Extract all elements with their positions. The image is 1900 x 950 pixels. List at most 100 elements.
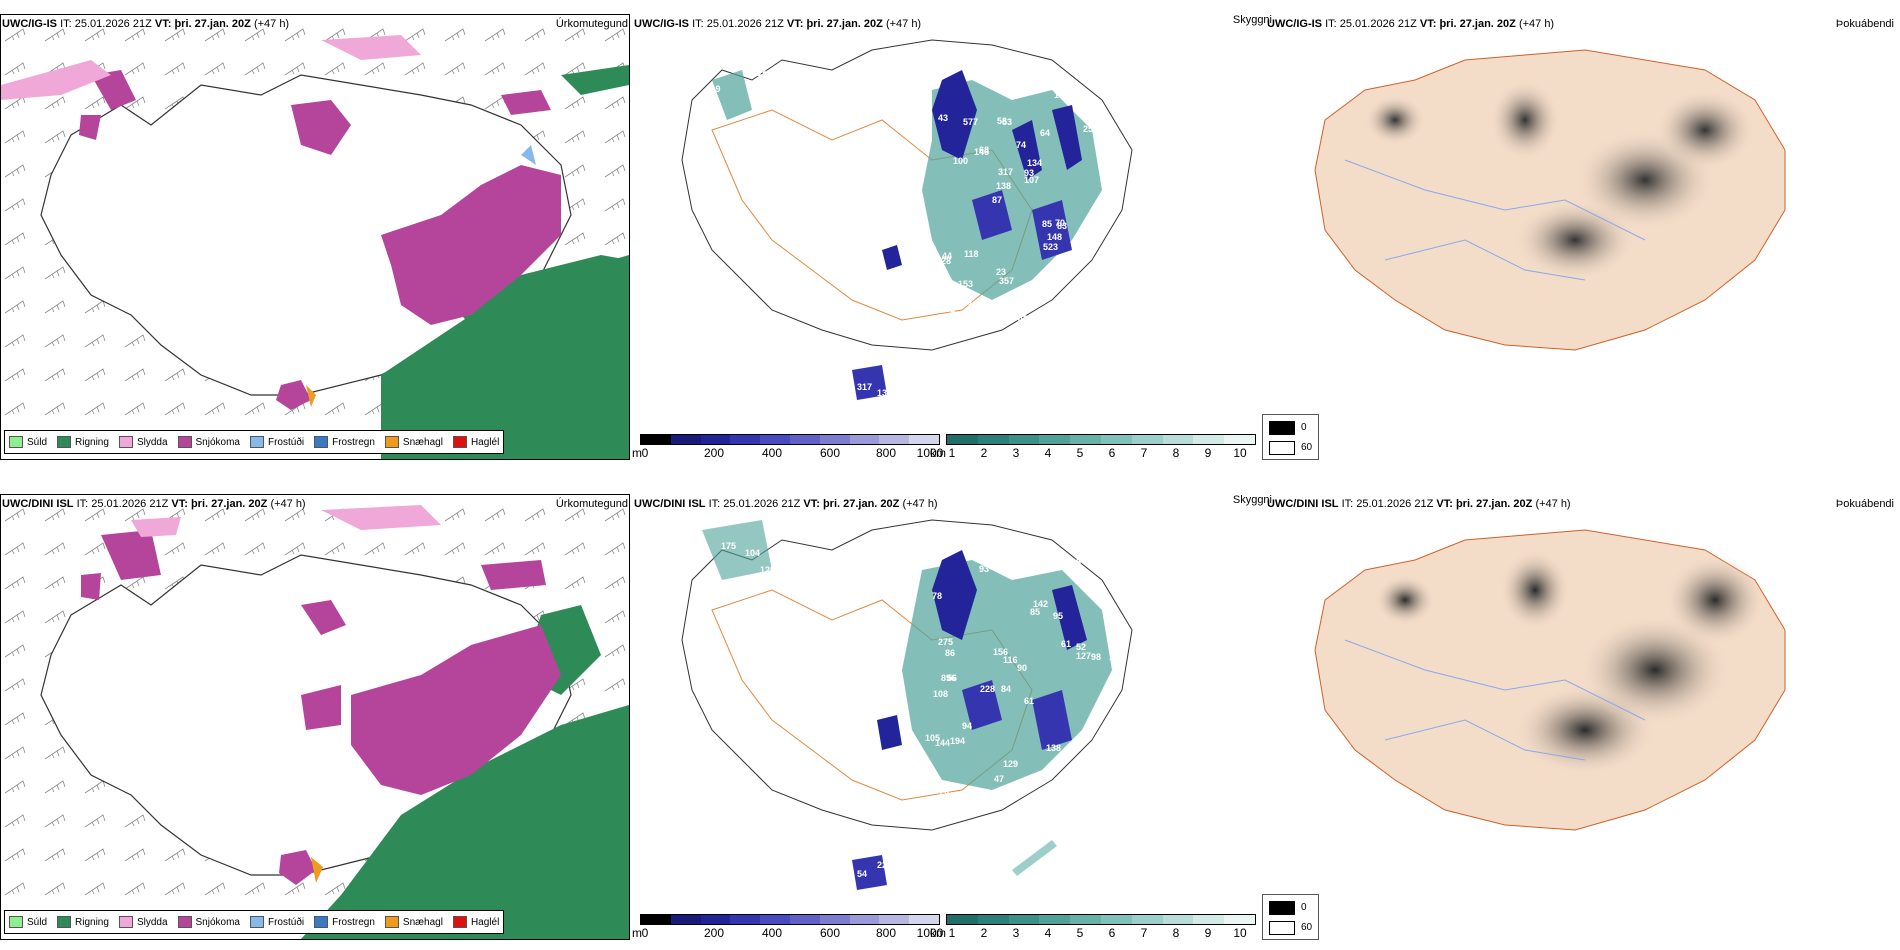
lead-time: (+47 h) — [270, 498, 306, 510]
cloud-base-labels: 26 119 63 87 64 61 58 74 44 68 108 153 53 134 83 43 19 82… — [632, 10, 1262, 420]
row-dini-isl: UWC/DINI ISL IT: 25.01.2026 21Z VT: þri.… — [0, 490, 1900, 940]
cloud-base-label: 58 — [997, 116, 1008, 126]
legend-item: Snæhagl — [384, 916, 443, 928]
bar-segment — [1162, 435, 1194, 444]
cloud-base-label: 127 — [1076, 651, 1092, 661]
it-label: IT: — [60, 18, 72, 30]
cloud-base-label: 78 — [1104, 147, 1115, 157]
legend-label: Snæhagl — [402, 916, 443, 928]
cloud-base-label: 91 — [963, 297, 974, 307]
panel-header: UWC/IG-IS IT: 25.01.2026 21Z VT: þri. 27… — [1267, 18, 1554, 30]
panel-title: Þokuábendi — [1835, 498, 1894, 510]
cloud-base-label: 161 — [1109, 652, 1125, 662]
model-name: UWC/IG-IS — [634, 18, 689, 30]
ceiling-colorbar: m 0 200 400 600 800 1000 — [632, 914, 943, 940]
bar-segment — [819, 435, 850, 444]
bar-segment — [819, 915, 850, 924]
panel-title: Skyggni — [1232, 14, 1272, 26]
cloud-base-label: 108 — [933, 689, 949, 699]
legend-label: Frostúði — [267, 916, 305, 928]
cloud-base-label: 26 — [755, 115, 766, 125]
swatch — [249, 436, 264, 448]
fog-legend-light-swatch — [1269, 441, 1295, 455]
swatch — [314, 916, 329, 928]
tick-label: 5 — [1076, 446, 1084, 460]
it-label: IT: — [692, 18, 704, 30]
precip-type-panel: UWC/IG-IS IT: 25.01.2026 21Z VT: þri. 27… — [0, 10, 630, 460]
bar-segment — [1193, 435, 1225, 444]
cloud-base-label: 87 — [992, 195, 1003, 205]
cloud-base-label: 115 — [929, 305, 944, 315]
tick-label: 8 — [1172, 446, 1180, 460]
tick-label: 7 — [1140, 926, 1148, 940]
tick-label: 4 — [1044, 926, 1052, 940]
ceiling-colorbar: m 0 200 400 600 800 1000 — [632, 434, 943, 460]
visibility-colorbar: km 1 2 3 4 5 6 7 8 9 10 — [930, 914, 1256, 940]
panel-header: UWC/IG-IS IT: 25.01.2026 21Z VT: þri. 27… — [2, 18, 289, 30]
tick-label: 6 — [1108, 446, 1116, 460]
cloud-base-label: 61 — [1061, 639, 1072, 649]
bar-segment — [1008, 915, 1040, 924]
bar-segment — [700, 915, 731, 924]
cloud-base-label: 100 — [1054, 90, 1070, 100]
visibility-ticks: km 1 2 3 4 5 6 7 8 9 10 — [930, 925, 1256, 940]
tick-label: 10 — [1233, 446, 1247, 460]
precip-legend: Súld Rigning Slydda Snjókoma Frostúði Fr… — [4, 430, 505, 454]
cloud-base-label: 130 — [1094, 139, 1110, 149]
lead-time: (+47 h) — [902, 498, 938, 510]
cloud-base-label: 228 — [877, 860, 893, 870]
bar-segment — [730, 915, 761, 924]
panel-title: Þokuábendi — [1835, 18, 1894, 30]
swatch — [118, 916, 133, 928]
ceiling-bar — [640, 914, 940, 925]
cloud-base-label: 118 — [964, 249, 979, 259]
bar-segment — [947, 915, 978, 924]
it-value: 25.01.2026 21Z — [723, 498, 801, 510]
visibility-unit: km — [930, 926, 946, 940]
precip-map-frame — [0, 494, 630, 940]
cloud-base-label: 63 — [756, 68, 767, 78]
legend-item: Snjókoma — [177, 436, 240, 448]
tick-label: 9 — [1204, 446, 1212, 460]
tick-label: 6 — [1108, 926, 1116, 940]
vt-value: þri. 27.jan. 20Z — [1455, 498, 1533, 510]
bar-segment — [849, 435, 880, 444]
bar-segment — [1008, 435, 1040, 444]
swatch — [9, 916, 23, 928]
swatch — [314, 436, 329, 448]
fog-legend-dark-swatch — [1269, 901, 1295, 915]
legend-item: Snæhagl — [384, 436, 443, 448]
bar-segment — [879, 915, 910, 924]
cloud-base-label: 577 — [963, 117, 979, 127]
legend-item: Haglél — [452, 436, 499, 448]
vt-value: þri. 27.jan. 20Z — [174, 18, 251, 30]
legend-label: Snæhagl — [402, 436, 443, 448]
cloud-base-label: 76 — [939, 786, 950, 796]
swatch — [9, 436, 23, 448]
visibility-unit: km — [930, 446, 946, 460]
legend-item: Súld — [9, 436, 47, 448]
panel-header: UWC/DINI ISL IT: 25.01.2026 21Z VT: þri.… — [1267, 498, 1571, 510]
cloud-base-label: 47 — [994, 774, 1005, 784]
fog-legend-light-label: 60 — [1301, 442, 1313, 453]
tick-label: 1000 — [916, 926, 944, 940]
ceiling-bar — [640, 434, 940, 445]
visibility-map — [681, 519, 1133, 890]
cloud-base-label: 78 — [932, 591, 943, 601]
swatch — [57, 916, 72, 928]
bar-segment — [1039, 915, 1071, 924]
ceiling-ticks: m 0 200 400 600 800 1000 — [632, 445, 943, 460]
cloud-base-label: 93 — [1024, 168, 1035, 178]
ceiling-ticks: m 0 200 400 600 800 1000 — [632, 925, 943, 940]
legend-label: Súld — [27, 436, 48, 448]
cloud-base-label: 105 — [925, 733, 941, 743]
precip-legend: Súld Rigning Slydda Snjókoma Frostúði Fr… — [4, 910, 505, 934]
cloud-base-label: 145 — [1107, 96, 1123, 106]
ceiling-unit: m — [632, 926, 642, 940]
fog-legend-light-label: 60 — [1301, 922, 1313, 933]
it-value: 25.01.2026 21Z — [1356, 498, 1434, 510]
cloud-base-label: 228 — [980, 684, 996, 694]
model-name: UWC/IG-IS — [1267, 18, 1322, 30]
tick-label: 4 — [1044, 446, 1052, 460]
bar-segment — [670, 435, 701, 444]
